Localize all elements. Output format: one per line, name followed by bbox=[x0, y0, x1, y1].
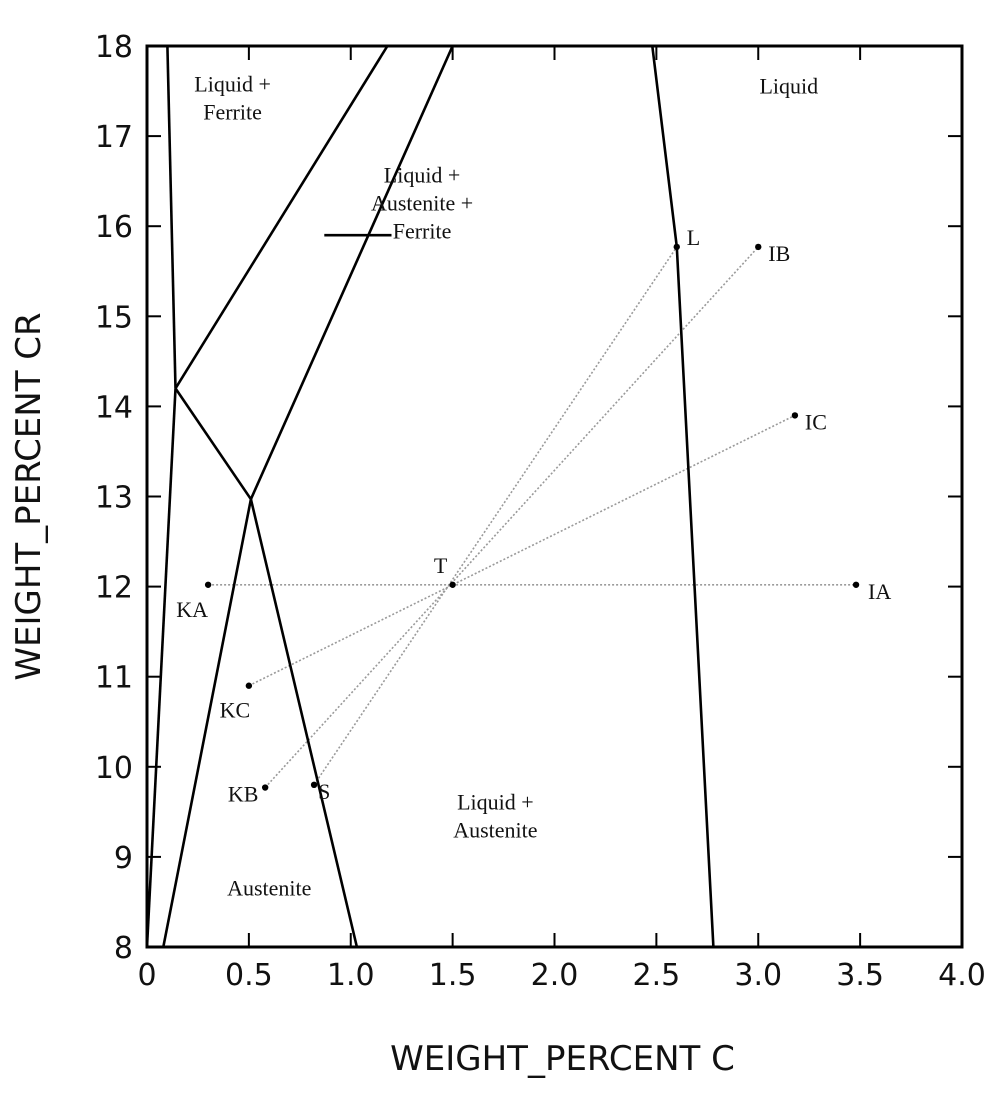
phase-boundary-line bbox=[174, 387, 252, 500]
point-ib-label: IB bbox=[768, 241, 790, 266]
region-label-line: Liquid + bbox=[384, 163, 461, 188]
tie-line bbox=[264, 246, 759, 789]
y-tick-label: 9 bbox=[114, 841, 133, 876]
x-tick-label: 0 bbox=[137, 958, 156, 993]
point-ia-marker bbox=[852, 581, 860, 588]
point-ic-label: IC bbox=[805, 409, 827, 434]
y-tick-label: 11 bbox=[95, 661, 133, 696]
point-t-label: T bbox=[434, 553, 448, 578]
y-tick-label: 8 bbox=[114, 931, 133, 966]
phase-boundary-line bbox=[249, 498, 359, 948]
y-tick-label: 13 bbox=[95, 481, 133, 516]
y-tick-label: 18 bbox=[95, 30, 133, 65]
region-label-line: Liquid bbox=[759, 74, 818, 99]
phase-boundary-line bbox=[651, 45, 715, 948]
x-tick-label: 2.0 bbox=[531, 958, 579, 993]
x-tick-label: 0.5 bbox=[225, 958, 273, 993]
region-label-line: Liquid + bbox=[457, 789, 534, 814]
phase-boundary-line bbox=[162, 498, 253, 948]
region-labels: Liquid + Ferrite Liquid Liquid + Austenite +… bbox=[194, 71, 818, 900]
phase-boundary-line bbox=[166, 45, 177, 389]
point-l-marker bbox=[673, 243, 680, 251]
y-axis-title: WEIGHT_PERCENT CR bbox=[9, 312, 49, 680]
point-ka-marker bbox=[204, 581, 212, 588]
point-ib-marker bbox=[755, 243, 762, 251]
plot-frame bbox=[145, 44, 964, 949]
phase-boundary-line bbox=[174, 45, 389, 390]
x-tick-label: 1.0 bbox=[327, 958, 375, 993]
point-ic-marker bbox=[791, 412, 799, 419]
point-t-marker bbox=[449, 581, 456, 588]
point-s-label: S bbox=[318, 779, 330, 804]
tie-lines bbox=[208, 246, 856, 789]
x-tick-label: 2.5 bbox=[633, 958, 681, 993]
tie-line bbox=[248, 414, 796, 687]
phase-boundary-line bbox=[249, 45, 454, 500]
tie-line bbox=[313, 246, 678, 786]
x-tick-label: 4.0 bbox=[938, 958, 986, 993]
point-ia-label: IA bbox=[868, 579, 891, 604]
region-label-line: Ferrite bbox=[393, 219, 452, 244]
region-label-line: Austenite bbox=[227, 875, 311, 900]
point-kc-label: KC bbox=[220, 698, 251, 723]
data-points: KA T IA L IB IC KC KB S bbox=[176, 225, 891, 807]
region-label-line: Austenite + bbox=[371, 191, 473, 216]
point-s-marker bbox=[310, 781, 318, 789]
point-kb-label: KB bbox=[228, 782, 259, 807]
point-kb-marker bbox=[261, 784, 269, 791]
axis-tick-labels: 0 0.5 1.0 1.5 2.0 2.5 3.0 3.5 4.0 8 9 10 11 12 13 14 15 1… bbox=[95, 30, 986, 993]
point-ka-label: KA bbox=[176, 597, 208, 622]
region-label-line: Austenite bbox=[453, 817, 537, 842]
x-axis-title: WEIGHT_PERCENT C bbox=[390, 1039, 735, 1079]
region-label-line: Ferrite bbox=[203, 99, 262, 124]
y-tick-label: 15 bbox=[95, 300, 133, 335]
axis-ticks bbox=[146, 45, 963, 948]
y-tick-label: 14 bbox=[95, 390, 133, 425]
point-l-label: L bbox=[687, 225, 700, 250]
y-tick-label: 16 bbox=[95, 210, 133, 245]
y-tick-label: 10 bbox=[95, 751, 133, 786]
point-kc-marker bbox=[245, 682, 253, 689]
x-tick-label: 3.5 bbox=[836, 958, 884, 993]
x-tick-label: 3.0 bbox=[734, 958, 782, 993]
phase-boundary-line bbox=[145, 388, 177, 948]
y-tick-label: 17 bbox=[95, 120, 133, 155]
region-label-line: Liquid + bbox=[194, 71, 271, 96]
y-tick-label: 12 bbox=[95, 571, 133, 606]
x-tick-label: 1.5 bbox=[429, 958, 477, 993]
